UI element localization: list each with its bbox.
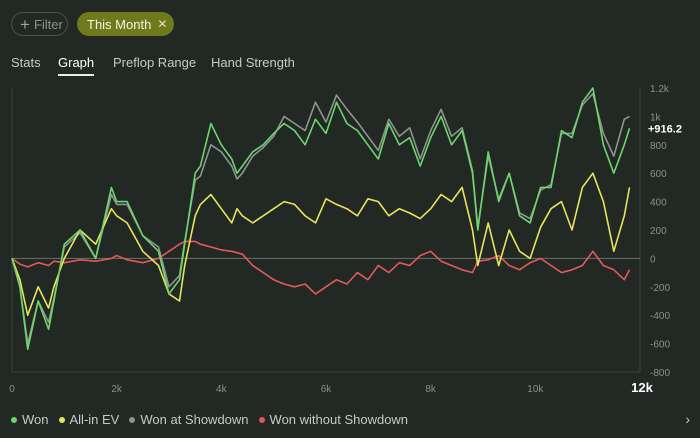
chart-legend: Won All-in EV Won at Showdown Won withou…	[11, 412, 418, 427]
legend-item-all-in-ev[interactable]: All-in EV	[58, 412, 120, 427]
series-line-won	[11, 87, 631, 351]
tab-graph[interactable]: Graph	[58, 55, 95, 76]
y-tick-label: 200	[650, 226, 667, 237]
legend-item-won[interactable]: Won	[11, 412, 49, 427]
chevron-right-icon[interactable]: ›	[685, 411, 690, 427]
legend-dot-won-without-showdown	[258, 416, 265, 423]
legend-dot-won-at-showdown	[129, 416, 136, 423]
x-tick-label: 4k	[216, 384, 228, 395]
y-tick-label: 400	[650, 198, 667, 209]
profit-graph: -800 -600 -400 -200 0 200 400 600 800 1k 1.2k 0 2k 4k…	[9, 84, 682, 395]
this-month-label: This Month	[87, 16, 152, 32]
legend-item-won-at-showdown[interactable]: Won at Showdown	[129, 412, 249, 427]
this-month-chip[interactable]: This Month ✕	[77, 12, 174, 36]
y-tick-label: 0	[650, 254, 656, 265]
x-tick-label: 6k	[321, 384, 333, 395]
y-tick-label: -600	[650, 340, 670, 351]
legend-dot-all-in-ev	[58, 416, 65, 423]
x-tick-label: 2k	[111, 384, 123, 395]
tab-hand-strength[interactable]: Hand Strength	[211, 55, 295, 70]
legend-label-won-without-showdown: Won without Showdown	[269, 412, 409, 427]
y-tick-label: -400	[650, 311, 670, 322]
y-tick-label: 1k	[650, 112, 662, 123]
end-value-label: +916.2	[648, 123, 682, 135]
x-tick-label: 8k	[425, 384, 437, 395]
series-line-all-in-ev	[11, 172, 631, 316]
legend-item-won-without-showdown[interactable]: Won without Showdown	[258, 412, 409, 427]
legend-label-won-at-showdown: Won at Showdown	[140, 412, 249, 427]
series-line-won-at-showdown	[11, 92, 630, 345]
tab-preflop-range[interactable]: Preflop Range	[113, 55, 197, 70]
x-tick-label: 10k	[527, 384, 544, 395]
legend-dot-won	[11, 416, 17, 423]
y-tick-label: 800	[650, 141, 667, 152]
legend-label-won: Won	[22, 412, 49, 427]
y-tick-label: 1.2k	[650, 84, 670, 95]
filter-button[interactable]: + Filter	[11, 12, 68, 36]
x-tick-label: 0	[9, 384, 15, 395]
tab-stats[interactable]: Stats	[11, 55, 41, 70]
legend-label-all-in-ev: All-in EV	[69, 412, 120, 427]
filter-label: Filter	[33, 16, 63, 32]
close-icon[interactable]: ✕	[157, 17, 168, 31]
y-tick-label: -800	[650, 368, 670, 379]
y-tick-label: -200	[650, 283, 670, 294]
series-line-won-without-showdown	[11, 240, 631, 295]
plus-icon: +	[20, 14, 30, 34]
x-tick-label: 12k	[631, 380, 653, 395]
y-tick-label: 600	[650, 169, 667, 180]
